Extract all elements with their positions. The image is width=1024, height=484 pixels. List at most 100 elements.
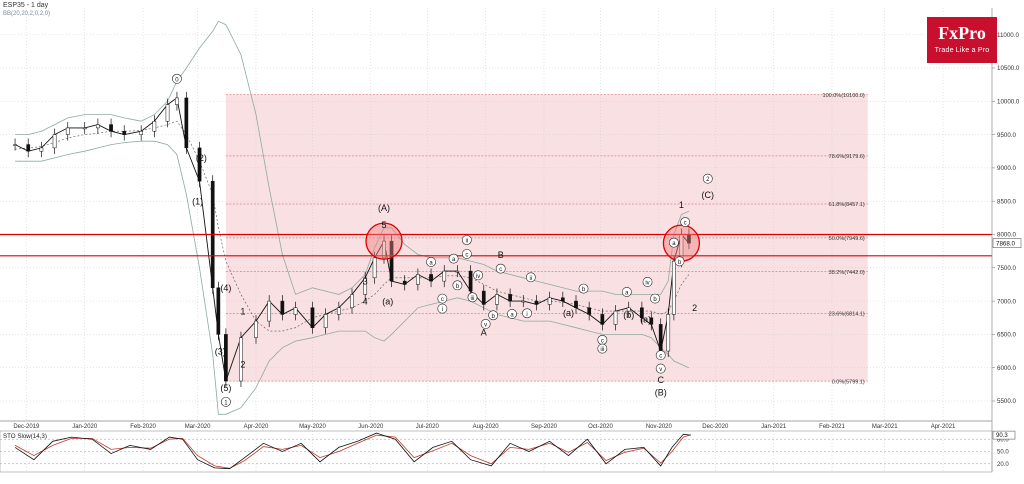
wave-label-16: i — [442, 307, 443, 313]
wave-label-ring-46 — [680, 217, 691, 227]
y-tick-label-7: 9000.0 — [997, 165, 1016, 172]
x-tick-label-8: Aug-2020 — [473, 424, 500, 430]
x-tick-label-14: Feb-2021 — [819, 424, 845, 430]
candle-body — [521, 300, 526, 303]
wave-label-1: (2) — [196, 153, 207, 163]
wave-label-ring-47 — [668, 237, 679, 248]
candle-body — [122, 130, 127, 135]
candle-body — [442, 270, 447, 282]
candle-body — [626, 307, 631, 312]
fib-level-label-3: 50.0%(7949.6) — [829, 236, 865, 242]
sto-current-label: 90.3 — [996, 433, 1008, 439]
symbol-title: ESP35 - 1 day — [3, 2, 49, 9]
wave-label-20: ii — [465, 238, 468, 244]
candle-body — [429, 274, 433, 282]
fxpro-logo: FxPro Trade Like a Pro — [927, 17, 997, 63]
candle-body — [658, 324, 663, 352]
candle-body — [197, 147, 202, 182]
wave-label-39: (a) — [640, 314, 651, 324]
wave-label-42: C — [657, 375, 664, 385]
wave-label-ring-32 — [578, 283, 589, 294]
wave-label-9: (A) — [378, 203, 390, 213]
candle-body — [613, 310, 618, 325]
wave-label-38: b — [653, 297, 657, 303]
candle-body — [39, 147, 44, 152]
sto-level-label-0: 80.0 — [997, 437, 1009, 443]
candle-body — [184, 97, 189, 149]
wave-label-ring-24 — [488, 310, 499, 321]
y-tick-label-0: 5500.0 — [997, 398, 1016, 405]
wave-label-21: iv — [476, 274, 480, 280]
wave-label-47: a — [672, 241, 676, 247]
wave-label-46: c — [684, 220, 687, 226]
candle-body — [52, 134, 57, 149]
candle-body — [468, 270, 473, 292]
candle-body — [310, 307, 315, 328]
x-tick-label-15: Mar-2021 — [872, 424, 898, 430]
x-tick-label-16: Apr-2021 — [931, 424, 956, 430]
wave-label-30: i — [526, 312, 527, 318]
candle-body — [26, 144, 31, 152]
bollinger-group — [15, 20, 690, 415]
candle-body — [574, 300, 578, 309]
fibonacci-group: 100.0%(10100.0) 78.6%(9179.6) 61.8%(8457.1… — [225, 93, 868, 385]
wave-label-8: 1 — [224, 400, 228, 406]
wave-label-ring-23 — [480, 319, 491, 329]
candle-body — [350, 294, 354, 309]
candle-body — [547, 297, 552, 305]
wave-label-ring-20 — [461, 235, 472, 245]
y-tick-label-5: 8000.0 — [997, 232, 1016, 239]
x-tick-label-0: Dec-2019 — [13, 424, 40, 430]
wave-label-4: 1 — [240, 306, 245, 316]
x-tick-label-9: Sep-2020 — [531, 424, 558, 430]
wave-label-ring-15 — [437, 293, 448, 304]
fib-level-label-6: 0.0%(5799.1) — [832, 379, 865, 385]
wave-label-ring-35 — [621, 287, 632, 297]
wave-label-36: (b) — [623, 310, 634, 320]
wave-label-ring-49 — [702, 173, 713, 184]
sto-d-line — [14, 434, 691, 469]
logo-name: FxPro — [938, 23, 986, 43]
candle-body — [587, 307, 592, 315]
wave-label-32: b — [582, 287, 586, 293]
candle-body — [560, 297, 565, 302]
y-tick-label-9: 10000.0 — [997, 98, 1020, 105]
candle-body — [649, 317, 654, 325]
wave-label-41: v — [659, 367, 662, 373]
stochastic-group: STO Slow(14,3) 80.0 50.0 20.0 90.3 — [0, 430, 1016, 473]
y-tick-label-8: 9500.0 — [997, 132, 1016, 139]
y-tick-label-11: 11000.0 — [997, 32, 1019, 39]
wave-label-6: 2 — [240, 360, 245, 370]
wave-label-45: 1 — [679, 200, 684, 210]
wave-label-49: 2 — [706, 177, 710, 183]
candle-body — [455, 270, 460, 273]
wave-label-25: A — [481, 328, 487, 338]
wave-label-ring-34 — [597, 343, 608, 354]
wave-label-ring-0 — [172, 73, 182, 84]
candle-body — [13, 144, 17, 146]
horizontal-lines-group — [0, 233, 992, 257]
current-price-box — [992, 238, 1022, 248]
wave-label-ring-38 — [650, 293, 660, 304]
fib-level-label-4: 38.2%(7442.0) — [829, 270, 865, 276]
y-tick-label-4: 7500.0 — [997, 265, 1016, 272]
x-tick-label-12: Dec-2020 — [702, 424, 729, 430]
candle-body — [216, 287, 221, 335]
wave-label-ring-19 — [461, 249, 472, 259]
candle-body — [508, 294, 512, 302]
logo-tagline: Trade Like a Pro — [934, 47, 990, 54]
wave-label-37: iv — [645, 280, 649, 286]
candle-body — [96, 124, 100, 129]
candle-body — [389, 240, 394, 282]
candle-body — [267, 300, 272, 322]
wave-label-11: 3 — [363, 276, 368, 286]
wave-label-40: c — [659, 354, 662, 360]
wave-label-35: a — [625, 290, 629, 296]
wave-label-23: v — [484, 322, 487, 328]
x-tick-label-1: Jan-2020 — [72, 424, 98, 430]
candle-body — [224, 334, 228, 382]
candle-body — [402, 280, 407, 285]
wave-label-22: iii — [470, 296, 474, 302]
wave-label-48: b — [678, 260, 682, 266]
